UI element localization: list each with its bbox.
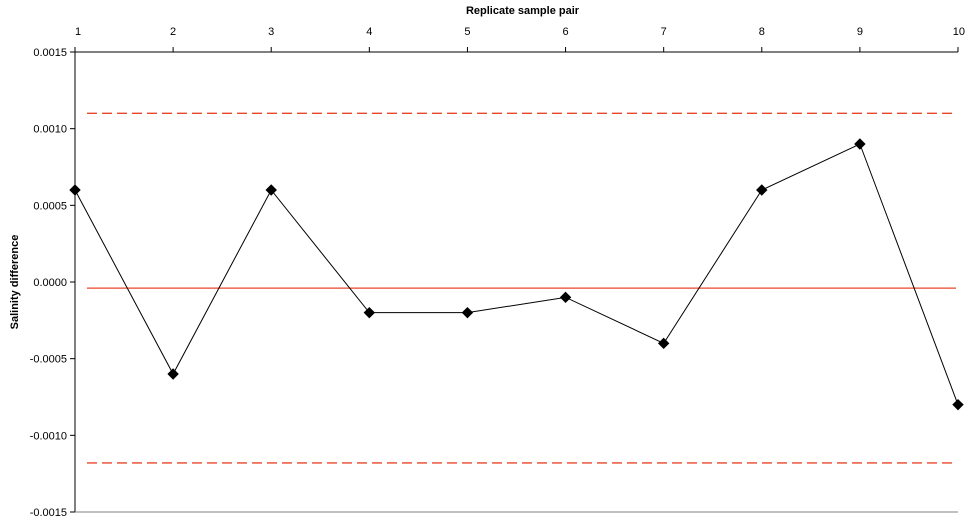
y-tick-label: 0.0000 [33, 277, 67, 289]
y-tick-label: 0.0005 [33, 200, 67, 212]
y-axis-title: Salinity difference [9, 235, 21, 330]
axes [70, 47, 959, 513]
x-tick-label: 2 [170, 26, 176, 38]
data-point [756, 184, 768, 196]
x-tick-label: 3 [268, 26, 274, 38]
x-tick-label: 8 [759, 26, 765, 38]
data-point [461, 306, 474, 319]
y-tick-label: 0.0010 [33, 124, 67, 136]
y-tick-label: -0.0005 [30, 354, 67, 366]
series-line [74, 143, 959, 405]
data-point [952, 398, 964, 411]
data-point [559, 291, 572, 304]
x-axis-title: Replicate sample pair [466, 5, 580, 17]
x-tick-label: 10 [953, 26, 965, 38]
reference-lines [87, 112, 956, 464]
y-tick-label: -0.0010 [30, 430, 67, 442]
x-tick-label: 5 [464, 26, 470, 38]
x-tick-label: 9 [857, 26, 863, 38]
x-tick-label: 6 [562, 26, 568, 38]
y-tick-label: 0.0015 [33, 47, 67, 59]
x-tick-label: 7 [661, 26, 667, 38]
data-point [69, 184, 81, 196]
tick-labels: 0.0015 0.0010 0.0005 0.0000 -0.0005 -0.0010 -0… [30, 26, 965, 519]
data-point [363, 306, 376, 319]
data-point [657, 337, 670, 350]
y-tick-label: -0.0015 [30, 507, 67, 519]
data-point [167, 368, 179, 380]
data-point [854, 138, 866, 150]
x-tick-label: 1 [75, 26, 81, 38]
data-point [265, 184, 277, 196]
data-series [69, 138, 964, 411]
x-tick-label: 4 [366, 26, 372, 38]
